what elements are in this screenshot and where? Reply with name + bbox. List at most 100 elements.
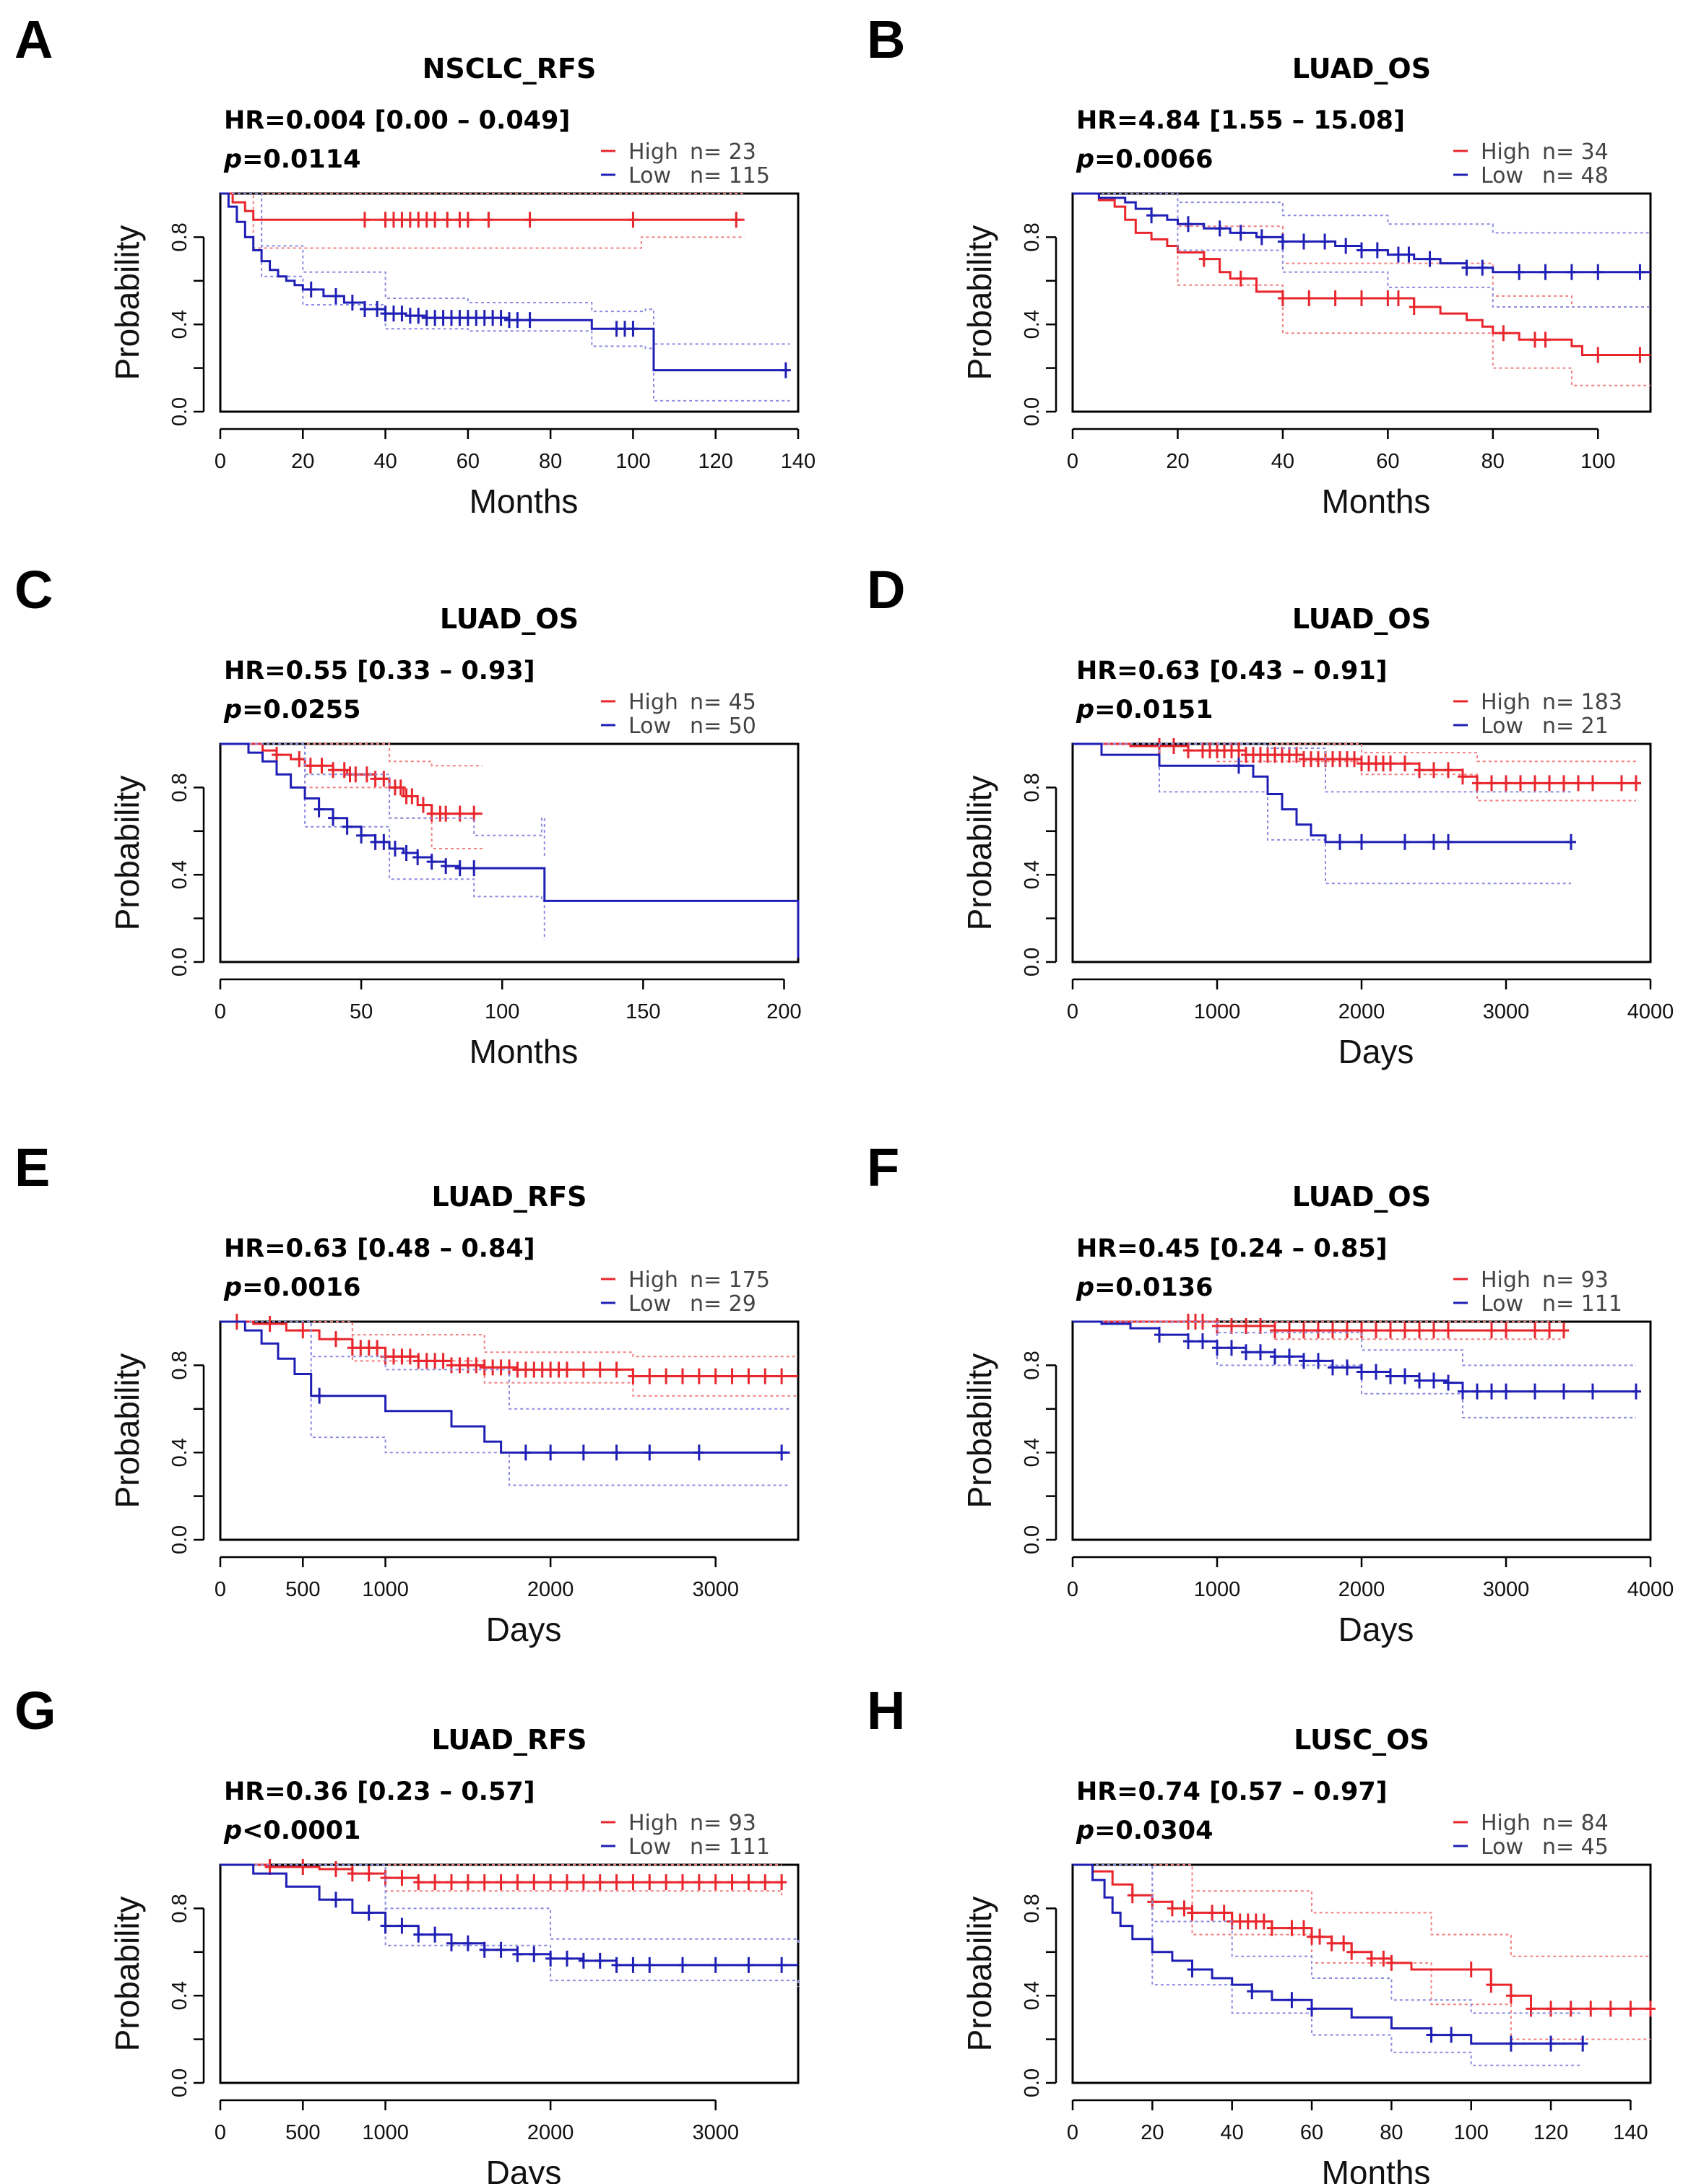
censor-mark-high — [760, 1874, 771, 1891]
x-tick-label: 0 — [215, 2121, 226, 2144]
legend-label-low: Low — [1481, 714, 1523, 739]
y-axis-title: Probability — [961, 1353, 998, 1509]
censor-mark-high — [1235, 270, 1246, 287]
censor-mark-high — [1443, 762, 1453, 779]
x-tick-label: 1000 — [1194, 1578, 1241, 1601]
km-plot-e: E LUAD_RFS HR=0.63 [0.48 – 0.84] p=0.0016 Hi… — [14, 1138, 800, 1648]
y-tick-label: 0.0 — [168, 2068, 191, 2097]
censor-mark-high — [1258, 1913, 1269, 1930]
y-tick-label: 0.4 — [168, 1438, 191, 1467]
censor-mark-high — [1266, 1920, 1277, 1936]
legend-label-high: High — [1481, 690, 1531, 715]
censor-mark-low — [644, 1444, 655, 1461]
censor-mark-low — [1234, 758, 1244, 774]
censor-mark-low — [1414, 1372, 1424, 1389]
x-tick-label: 20 — [291, 450, 314, 473]
p-value: p=0.0255 — [223, 696, 360, 724]
censor-mark-low — [462, 1935, 473, 1951]
censor-mark-high — [1400, 1322, 1410, 1339]
survival-curve-low — [220, 742, 800, 958]
y-tick-label: 0.4 — [1021, 310, 1044, 339]
y-axis-title: Probability — [108, 225, 146, 381]
censor-mark-high — [1255, 1318, 1265, 1335]
censor-mark-low — [1477, 259, 1488, 276]
y-tick-label: 0.8 — [168, 222, 191, 251]
x-tick-label: 1000 — [1194, 1000, 1241, 1023]
censor-mark-high — [1371, 1322, 1381, 1339]
censor-mark-high — [1593, 347, 1604, 363]
hazard-ratio: HR=0.63 [0.43 – 0.91] — [1076, 656, 1388, 685]
censor-mark-high — [760, 1368, 771, 1384]
censor-mark-high — [438, 1353, 449, 1369]
x-tick-label: 100 — [1580, 450, 1615, 473]
censor-mark-low — [1588, 1383, 1598, 1400]
censor-mark-high — [693, 1874, 704, 1891]
y-tick-label: 0.8 — [168, 1894, 191, 1923]
survival-curve-low — [1073, 742, 1571, 844]
plot-frame — [219, 1863, 800, 2084]
censor-mark-low — [1299, 233, 1309, 250]
censor-mark-low — [1426, 2027, 1437, 2043]
censor-mark-high — [594, 1874, 605, 1891]
y-tick-label: 0.4 — [1021, 860, 1044, 889]
panel-letter: G — [14, 1681, 56, 1741]
plot-frame — [219, 192, 800, 413]
censor-mark-high — [496, 1874, 506, 1891]
y-axis-title: Probability — [961, 225, 998, 381]
censor-mark-high — [446, 1874, 457, 1891]
censor-mark-high — [298, 1859, 308, 1876]
chart-title: NSCLC_RFS — [423, 53, 597, 84]
censor-mark-high — [347, 1866, 358, 1882]
censor-mark-high — [1342, 1322, 1352, 1339]
censor-mark-low — [370, 833, 381, 850]
censor-mark-low — [1341, 238, 1351, 254]
censor-mark-high — [331, 1861, 341, 1878]
p-symbol: p — [223, 696, 242, 724]
censor-mark-low — [446, 1935, 457, 1951]
x-tick-label: 2000 — [1338, 1000, 1385, 1023]
y-axis-title: Probability — [961, 776, 998, 931]
censor-mark-low — [1371, 1364, 1381, 1380]
censor-mark-low — [1286, 1992, 1297, 2008]
x-tick-label: 120 — [698, 450, 733, 473]
censor-mark-low — [1357, 833, 1367, 850]
censor-mark-high — [611, 1874, 622, 1891]
censor-mark-low — [1393, 246, 1403, 263]
censor-mark-high — [1546, 2001, 1557, 2017]
censor-mark-high — [328, 762, 339, 779]
x-tick-label: 0 — [215, 450, 226, 473]
x-tick-label: 200 — [766, 1000, 801, 1023]
legend-label-low: Low — [628, 1291, 671, 1317]
censor-mark-high — [1544, 1322, 1554, 1339]
censor-mark-high — [529, 1874, 540, 1891]
censor-mark-low — [1183, 216, 1193, 233]
censor-mark-low — [1235, 225, 1246, 241]
censor-mark-high — [370, 771, 381, 787]
censor-mark-high — [1169, 738, 1179, 755]
x-axis-title: Days — [486, 1611, 562, 1648]
censor-mark-high — [1385, 1322, 1396, 1339]
censor-mark-high — [1378, 1950, 1389, 1967]
censor-mark-high — [469, 805, 480, 822]
legend-count-low: n= 21 — [1542, 714, 1609, 739]
panel-c: C LUAD_OS HR=0.55 [0.33 – 0.93] p=0.0255 Hig… — [14, 550, 838, 1085]
censor-mark-high — [1487, 775, 1497, 792]
censor-mark-high — [1585, 2001, 1596, 2017]
ci-lower-high — [220, 743, 483, 849]
survival-curve-high — [1073, 192, 1650, 356]
censor-mark-high — [1386, 1954, 1397, 1971]
censor-mark-high — [407, 788, 417, 805]
censor-mark-high — [524, 212, 535, 228]
legend-label-high: High — [1481, 1811, 1531, 1836]
censor-mark-high — [1330, 290, 1341, 306]
censor-mark-high — [1540, 332, 1551, 348]
ci-lower-high — [1073, 193, 1650, 386]
panel-h: H LUSC_OS HR=0.74 [0.57 – 0.97] p=0.0304 Hig… — [867, 1671, 1690, 2184]
censor-mark-low — [1501, 1383, 1511, 1400]
legend-label-high: High — [628, 1811, 678, 1836]
x-tick-label: 140 — [781, 450, 815, 473]
hazard-ratio: HR=0.45 [0.24 – 0.85] — [1076, 1234, 1388, 1263]
chart-title: LUAD_OS — [1292, 603, 1431, 635]
km-plot-c: C LUAD_OS HR=0.55 [0.33 – 0.93] p=0.0255 Hig… — [14, 560, 802, 1070]
censor-mark-low — [356, 827, 367, 844]
